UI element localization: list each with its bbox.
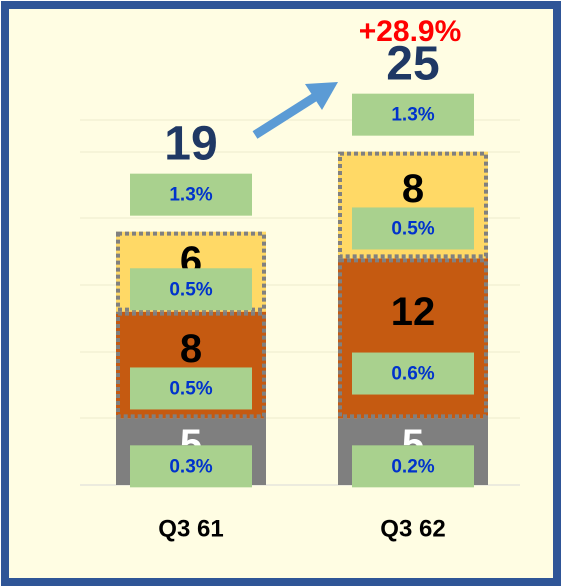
share-box <box>352 352 474 395</box>
share-label: 0.5% <box>391 218 434 239</box>
share-label: 0.5% <box>169 279 212 300</box>
share-label: 1.3% <box>391 105 434 126</box>
share-label: 0.3% <box>169 456 212 477</box>
growth-arrow <box>252 82 338 139</box>
share-box <box>352 207 474 250</box>
x-tick-label: Q3 61 <box>158 515 223 542</box>
segment-outline <box>338 258 488 419</box>
segment-outline <box>116 311 266 419</box>
growth-label: +28.9% <box>359 15 462 48</box>
segment-label: 12 <box>391 290 436 334</box>
x-tick-label: Q3 62 <box>380 515 445 542</box>
share-box <box>352 445 474 488</box>
share-label: 0.5% <box>169 378 212 399</box>
total-label: 19 <box>164 117 217 170</box>
segment-label: 8 <box>402 167 424 211</box>
total-label: 25 <box>386 37 439 90</box>
share-box <box>130 445 252 488</box>
segment-label: 8 <box>180 327 202 371</box>
share-box <box>130 367 252 410</box>
share-box <box>130 173 252 216</box>
share-label: 0.6% <box>391 364 434 385</box>
share-label: 0.2% <box>391 456 434 477</box>
share-box <box>352 93 474 136</box>
segment-outline <box>338 151 488 259</box>
share-label: 1.3% <box>169 185 212 206</box>
share-box <box>130 268 252 311</box>
